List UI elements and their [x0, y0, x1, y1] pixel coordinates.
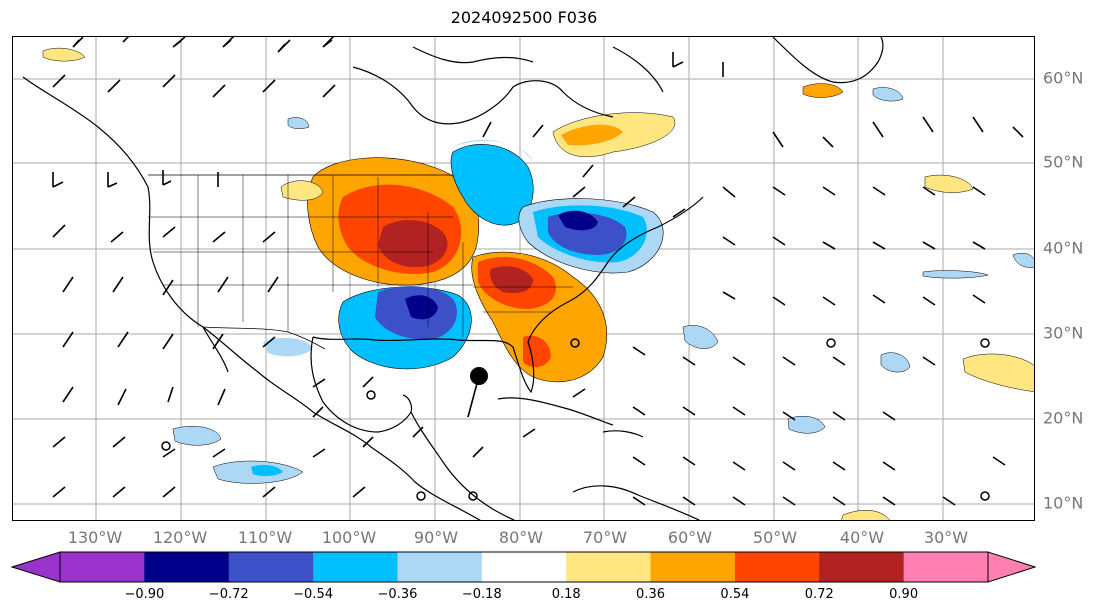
lat-label: 50°N — [1043, 152, 1084, 172]
map-canvas — [13, 37, 1034, 520]
wind-barbs — [52, 37, 1024, 506]
colorbar-extend-high — [988, 552, 1035, 582]
colorbar-bin — [566, 552, 652, 582]
lon-label: 110°W — [237, 528, 293, 547]
state-borders — [148, 175, 573, 337]
colorbar-bin — [481, 552, 567, 582]
colorbar-bin — [397, 552, 483, 582]
lon-label: 130°W — [67, 528, 123, 547]
lon-label: 100°W — [321, 528, 377, 547]
lon-label: 80°W — [498, 528, 544, 547]
calm-markers — [161, 338, 990, 501]
lon-label: 120°W — [152, 528, 208, 547]
colorbar-tick-label: 0.54 — [720, 587, 750, 602]
lon-label: 70°W — [582, 528, 628, 547]
lat-label: 30°N — [1043, 323, 1084, 343]
colorbar-bin — [650, 552, 736, 582]
map-panel[interactable] — [12, 36, 1035, 521]
colorbar-bin — [228, 552, 314, 582]
colorbar-tick-label: −0.36 — [377, 587, 418, 602]
colorbar-tick-label: −0.18 — [461, 587, 502, 602]
colorbar-tick-label: −0.90 — [124, 587, 165, 602]
anomaly-shading — [42, 47, 1034, 520]
lat-label: 10°N — [1043, 493, 1084, 513]
colorbar-bin — [144, 552, 230, 582]
lat-label: 40°N — [1043, 238, 1084, 258]
colorbar-tick-label: 0.18 — [551, 587, 581, 602]
colorbar-extend-low — [12, 552, 60, 582]
colorbar-bin — [60, 552, 145, 582]
storm-marker[interactable] — [467, 367, 488, 418]
lat-label: 60°N — [1043, 68, 1084, 88]
lon-label: 60°W — [667, 528, 713, 547]
colorbar-bin — [903, 552, 989, 582]
colorbar-tick-label: 0.90 — [889, 587, 919, 602]
colorbar-segments — [12, 552, 1035, 582]
colorbar-bin — [819, 552, 905, 582]
colorbar-tick-label: −0.72 — [208, 587, 249, 602]
colorbar-bin — [313, 552, 398, 582]
map-title: 2024092500 F036 — [450, 8, 598, 27]
lon-label: 30°W — [923, 528, 969, 547]
lon-label: 90°W — [413, 528, 459, 547]
lon-label: 50°W — [752, 528, 798, 547]
coastlines — [22, 37, 884, 520]
colorbar — [10, 551, 1037, 583]
colorbar-tick-label: 0.36 — [636, 587, 666, 602]
colorbar-tick-label: −0.54 — [293, 587, 333, 602]
colorbar-bin — [734, 552, 820, 582]
lat-label: 20°N — [1043, 408, 1084, 428]
colorbar-tick-label: 0.72 — [804, 587, 834, 602]
lon-label: 40°W — [839, 528, 885, 547]
